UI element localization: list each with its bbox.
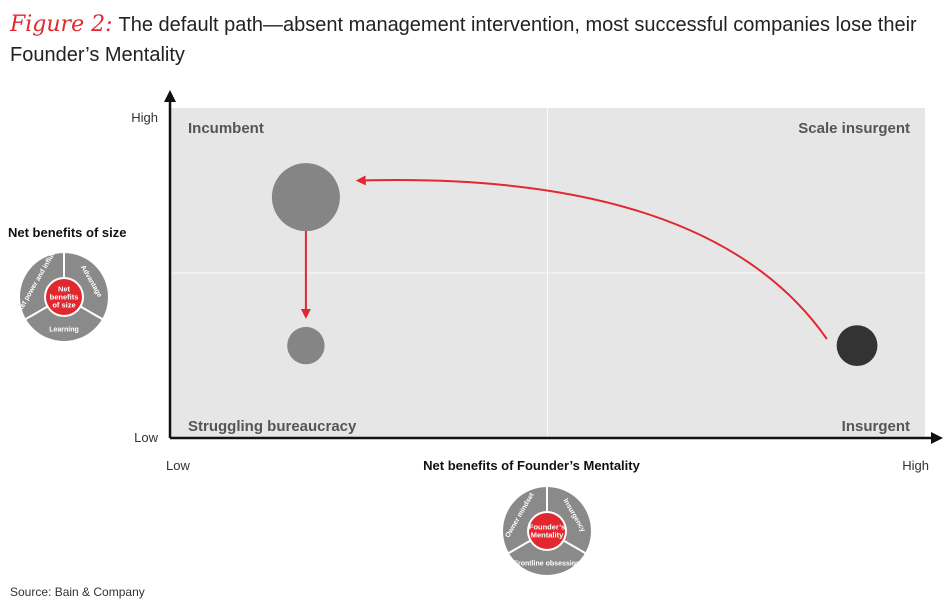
- plot-area: [164, 90, 943, 444]
- figure-title-text: The default path—absent management inter…: [10, 14, 917, 66]
- x-tick-high: High: [902, 458, 929, 473]
- wheel-center-label: of size: [52, 301, 75, 310]
- x-axis-title: Net benefits of Founder’s Mentality: [423, 458, 640, 473]
- wheel-center-label: Net: [58, 285, 71, 294]
- x-tick-low: Low: [166, 458, 190, 473]
- wheel-center-label: Mentality: [531, 531, 564, 540]
- wheel-center-label: Founder’s: [529, 523, 565, 532]
- y-axis-title: Net benefits of size: [8, 225, 126, 240]
- bubble-1: [271, 163, 340, 232]
- quadrant-bottom-left: Struggling bureaucracy: [188, 418, 357, 435]
- x-axis-arrowhead: [931, 432, 943, 444]
- wheel-center-label: benefits: [50, 293, 79, 302]
- chart-labels: High Low Low High Net benefits of Founder’s …: [8, 110, 929, 473]
- figure-label: Figure 2:: [10, 12, 113, 37]
- wheel-divider-2: [25, 305, 49, 320]
- path-arrow-0: [355, 175, 828, 340]
- bubble-2: [287, 326, 325, 365]
- wheel-divider-2: [508, 539, 532, 554]
- wheel-divider-1: [79, 305, 103, 320]
- y-axis-arrowhead: [164, 90, 176, 102]
- quadrant-top-right: Scale insurgent: [798, 120, 910, 137]
- wheel-center-disc: [46, 279, 82, 315]
- wheel-divider-1: [562, 539, 586, 554]
- y-tick-high: High: [131, 110, 158, 125]
- wheel-center-disc: [529, 513, 565, 549]
- wheel-segment-label-2: Learning: [49, 327, 79, 334]
- quadrant-bottom-right: Insurgent: [842, 418, 910, 435]
- source-note: Source: Bain & Company: [10, 585, 145, 599]
- y-tick-low: Low: [134, 430, 158, 445]
- quadrant-top-left: Incumbent: [188, 120, 264, 137]
- wheel-segment-label-2: Frontline obsession: [514, 561, 581, 568]
- figure-title: Figure 2: The default path—absent managem…: [10, 10, 945, 70]
- bubble-0: [836, 325, 878, 366]
